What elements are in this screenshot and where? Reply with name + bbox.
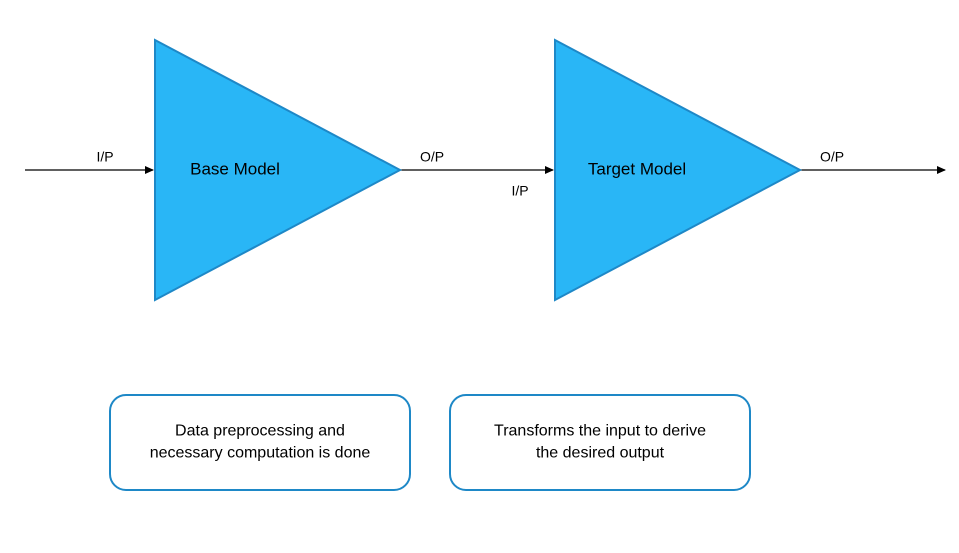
base-label: Base Model (190, 159, 280, 178)
desc-base-line-0: Data preprocessing and (175, 423, 345, 440)
target-node: Target Model (555, 40, 800, 300)
desc-base: Data preprocessing and necessary computat… (110, 395, 410, 490)
desc-target-box (450, 395, 750, 490)
desc-target-line-0: Transforms the input to derive (494, 423, 706, 440)
io-label-ip2: I/P (511, 183, 528, 199)
desc-base-box (110, 395, 410, 490)
io-label-op2: O/P (820, 149, 844, 165)
io-label-ip1: I/P (96, 149, 113, 165)
desc-target-line-1: the desired output (536, 445, 665, 462)
base-node: Base Model (155, 40, 400, 300)
io-label-op1: O/P (420, 149, 444, 165)
desc-base-line-1: necessary computation is done (150, 445, 371, 462)
model-pipeline-diagram: Base Model Target Model I/P O/P I/P O/P Data… (0, 0, 959, 553)
target-label: Target Model (588, 159, 686, 178)
descriptions: Data preprocessing and necessary computat… (110, 395, 750, 490)
desc-target: Transforms the input to derive the desire… (450, 395, 750, 490)
